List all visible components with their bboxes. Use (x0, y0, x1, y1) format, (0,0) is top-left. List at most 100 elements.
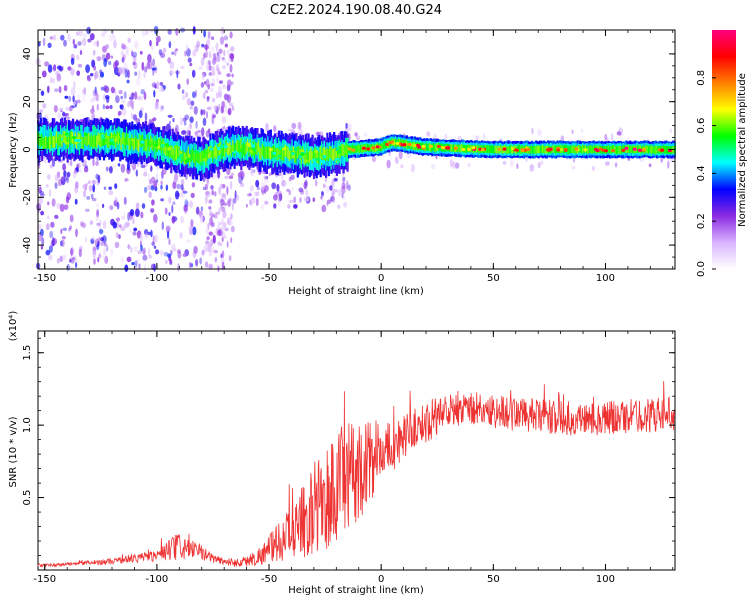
heatmap-band-cell (42, 124, 45, 149)
heatmap-cell (648, 163, 652, 168)
heatmap-cell (82, 37, 87, 46)
heatmap-cell (255, 198, 259, 206)
heatmap-band-cell (245, 141, 248, 154)
heatmap-cell (49, 230, 54, 239)
heatmap-cell (56, 203, 61, 209)
heatmap-band-cell (300, 152, 303, 165)
x-tick-label: 100 (596, 574, 615, 585)
heatmap-cell (77, 93, 81, 99)
heatmap-band-cell (543, 145, 546, 154)
heatmap-cell (149, 39, 152, 47)
heatmap-cell (121, 215, 125, 220)
heatmap-cell (172, 201, 176, 205)
heatmap-band-cell (59, 133, 63, 146)
heatmap-peak-cell (461, 147, 466, 152)
heatmap-band-cell (226, 142, 229, 155)
heatmap-band-cell (280, 148, 283, 161)
heatmap-cell (131, 50, 134, 57)
heatmap-band-cell (491, 145, 495, 153)
heatmap-cell (119, 224, 122, 228)
heatmap-cell (51, 236, 54, 240)
heatmap-cell (221, 217, 224, 226)
heatmap-cell (121, 44, 127, 50)
heatmap-cell (182, 190, 188, 194)
heatmap-cell (37, 233, 43, 242)
heatmap-band-cell (150, 135, 153, 148)
heatmap-band-cell (662, 145, 665, 153)
heatmap-cell (90, 193, 94, 200)
heatmap-band-cell (120, 138, 123, 150)
heatmap-cell (102, 203, 105, 208)
heatmap-peak-cell (77, 142, 82, 147)
heatmap-band-cell (125, 132, 128, 145)
heatmap-cell (219, 36, 225, 45)
heatmap-cell (150, 229, 153, 238)
heatmap-cell (179, 232, 184, 239)
heatmap-band-cell (73, 135, 76, 148)
heatmap-cell (93, 65, 97, 71)
heatmap-cell (125, 46, 129, 54)
heatmap-cell (40, 210, 44, 216)
heatmap-cell (49, 76, 53, 84)
heatmap-band-cell (58, 134, 61, 147)
heatmap-cell (189, 106, 193, 110)
heatmap-cell (210, 221, 215, 228)
heatmap-cell (123, 91, 127, 100)
heatmap-cell (208, 65, 211, 71)
heatmap-cell (101, 32, 105, 37)
heatmap-peak-cell (315, 157, 320, 161)
heatmap-cell (99, 69, 103, 74)
heatmap-band-cell (119, 131, 122, 144)
heatmap-cell (160, 252, 165, 257)
heatmap-cell (115, 95, 120, 104)
heatmap-band-cell (269, 147, 272, 160)
heatmap-cell (205, 190, 211, 198)
heatmap-cell (63, 84, 68, 92)
heatmap-cell (142, 247, 146, 255)
heatmap-peak-cell (300, 149, 305, 153)
heatmap-cell (230, 46, 235, 52)
heatmap-cell (189, 122, 192, 130)
heatmap-band-cell (415, 142, 418, 151)
heatmap-cell (64, 114, 67, 119)
heatmap-cell (98, 236, 101, 244)
heatmap-cell (203, 81, 207, 85)
heatmap-peak-cell (395, 141, 400, 146)
heatmap-band-cell (645, 145, 648, 153)
heatmap-band-cell (303, 151, 306, 164)
heatmap-cell (131, 92, 135, 98)
heatmap-cell (103, 58, 108, 68)
heatmap-band-cell (501, 146, 504, 154)
heatmap-cell (167, 230, 170, 239)
heatmap-band-cell (107, 135, 110, 148)
heatmap-band-cell (381, 142, 384, 151)
heatmap-band-cell (148, 139, 151, 152)
heatmap-cell (227, 199, 232, 207)
heatmap-cell (132, 51, 138, 58)
heatmap-cell (204, 195, 208, 205)
heatmap-cell (614, 162, 618, 168)
heatmap-cell (211, 58, 216, 66)
heatmap-band-cell (664, 145, 667, 154)
heatmap-band-cell (400, 139, 403, 147)
heatmap-cell (342, 176, 346, 183)
heatmap-band-cell (357, 144, 360, 152)
heatmap-band-cell (82, 137, 85, 150)
heatmap-cell (205, 261, 209, 268)
heatmap-cell (126, 79, 130, 84)
heatmap-peak-cell (65, 141, 69, 145)
heatmap-cell (171, 204, 174, 214)
heatmap-band-cell (401, 139, 404, 148)
heatmap-cell (79, 50, 83, 55)
heatmap-cell (92, 157, 95, 167)
heatmap-cell (255, 192, 260, 197)
heatmap-cell (531, 127, 534, 135)
heatmap-cell (61, 239, 65, 247)
heatmap-band-cell (84, 132, 87, 145)
heatmap-band-cell (311, 151, 314, 164)
heatmap-cell (226, 186, 229, 195)
heatmap-cell (211, 46, 214, 53)
heatmap-cell (118, 89, 123, 95)
heatmap-band-cell (46, 137, 49, 150)
heatmap-peak-cell (167, 147, 172, 151)
